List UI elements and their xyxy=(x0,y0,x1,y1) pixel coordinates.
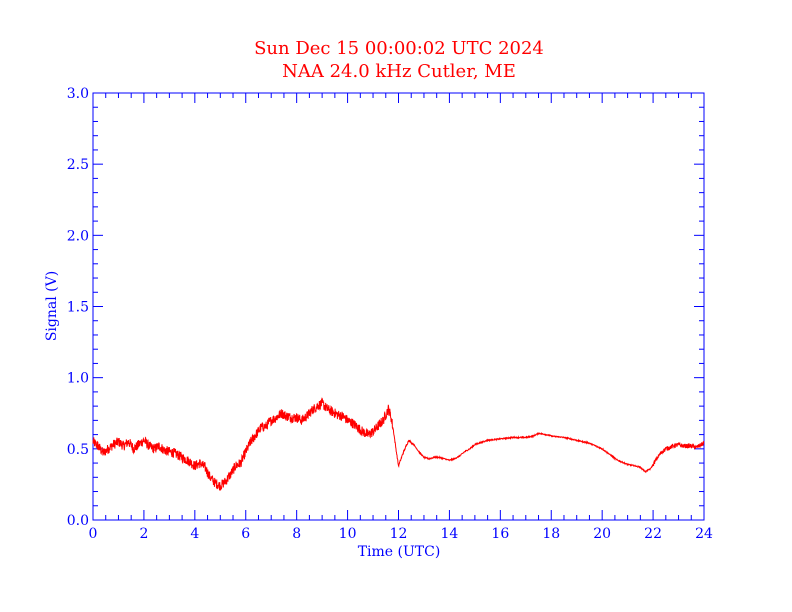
x-tick-label: 18 xyxy=(542,526,560,542)
x-axis-label: Time (UTC) xyxy=(358,544,441,560)
major-ticks xyxy=(92,92,705,521)
x-tick-label: 4 xyxy=(190,526,199,542)
y-tick-label: 1.5 xyxy=(67,300,89,316)
x-tick-label: 6 xyxy=(241,526,250,542)
y-tick-label: 1.0 xyxy=(67,371,89,387)
x-tick-label: 24 xyxy=(695,526,713,542)
x-tick-label: 22 xyxy=(644,526,662,542)
y-tick-label: 2.5 xyxy=(67,157,89,173)
chart-subtitle: NAA 24.0 kHz Cutler, ME xyxy=(282,61,516,82)
x-tick-label: 2 xyxy=(139,526,148,542)
x-tick-label: 14 xyxy=(441,526,459,542)
x-tick-label: 20 xyxy=(593,526,611,542)
series-line xyxy=(92,397,705,491)
chart-title: Sun Dec 15 00:00:02 UTC 2024 xyxy=(254,38,544,59)
y-tick-label: 0.0 xyxy=(67,513,89,529)
x-tick-labels: 0 2 4 6 8 10 12 14 16 18 20 22 24 xyxy=(89,526,713,542)
x-tick-label: 10 xyxy=(339,526,357,542)
x-tick-label: 16 xyxy=(491,526,509,542)
minor-ticks xyxy=(93,93,704,520)
y-tick-label: 3.0 xyxy=(67,86,89,102)
y-axis-label: Signal (V) xyxy=(44,271,60,341)
y-tick-labels: 0.0 0.5 1.0 1.5 2.0 2.5 3.0 xyxy=(67,86,89,529)
x-tick-label: 8 xyxy=(292,526,301,542)
x-tick-label: 12 xyxy=(390,526,408,542)
y-tick-label: 2.0 xyxy=(67,228,89,244)
x-tick-label: 0 xyxy=(89,526,98,542)
y-tick-label: 0.5 xyxy=(67,442,89,458)
